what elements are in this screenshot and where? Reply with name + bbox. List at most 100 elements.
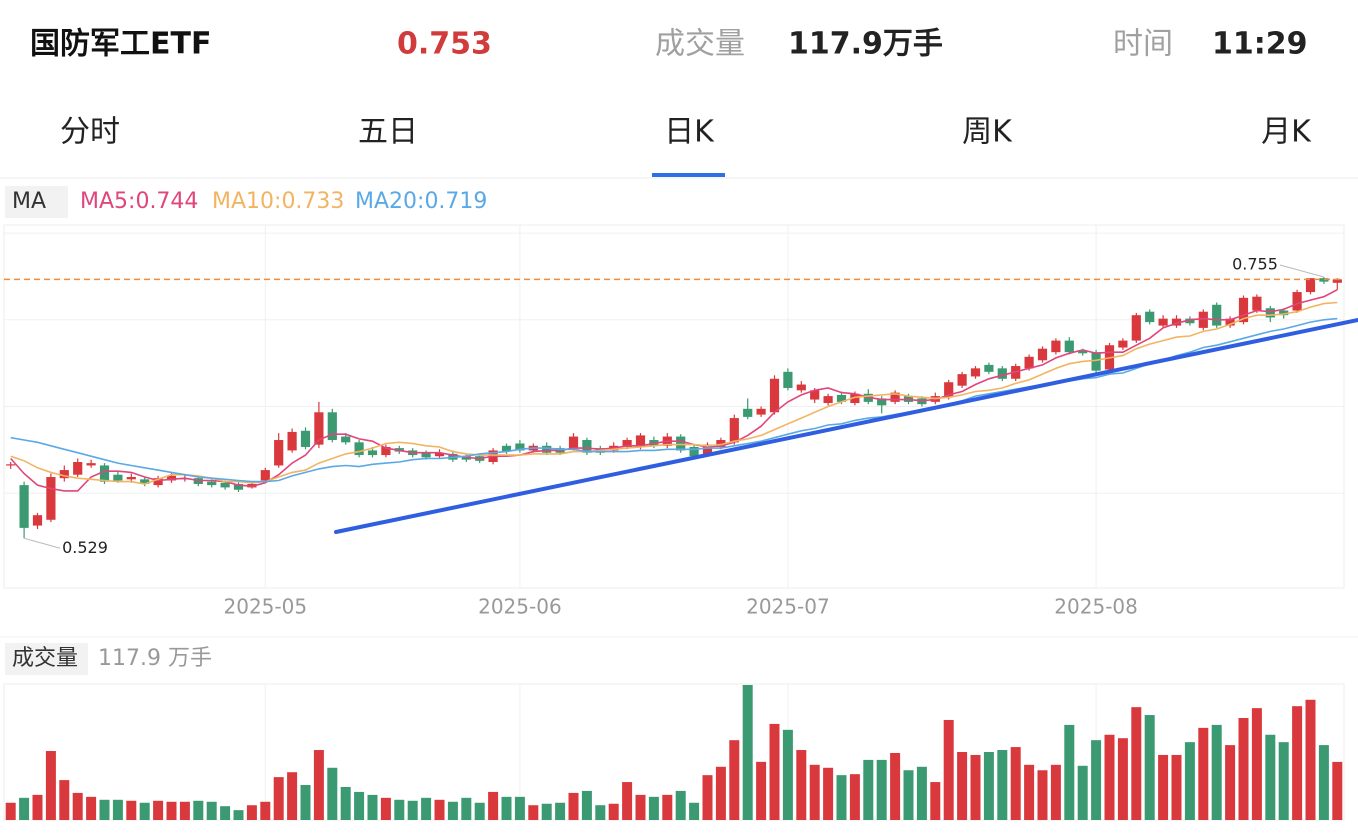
volume-bar xyxy=(903,770,914,820)
volume-bar xyxy=(608,803,619,820)
volume-bar xyxy=(1238,718,1249,820)
volume-bar xyxy=(45,751,56,820)
candle-body xyxy=(1064,340,1074,353)
volume-bar xyxy=(139,802,150,820)
volume-bar xyxy=(166,801,177,820)
candle-body xyxy=(635,435,646,447)
tab[interactable]: 日K xyxy=(664,115,715,150)
volume-bar xyxy=(112,799,123,820)
volume-bar xyxy=(756,761,767,820)
volume-bar xyxy=(595,805,606,820)
volume-bar xyxy=(970,754,981,820)
volume-bar xyxy=(300,785,311,820)
volume-bar xyxy=(863,759,874,820)
candle-body xyxy=(274,440,284,466)
volume-bar xyxy=(1318,745,1329,820)
candle-body xyxy=(19,485,29,528)
candle-body xyxy=(1319,278,1329,282)
candle-body xyxy=(1145,311,1155,323)
volume-bar xyxy=(635,794,646,820)
ma-line xyxy=(10,301,1338,485)
legend-item: MA10:0.733 xyxy=(212,189,344,214)
volume-bar xyxy=(1050,764,1061,820)
candle-body xyxy=(421,452,431,458)
candle-body xyxy=(702,444,713,454)
annotation-leader xyxy=(23,537,61,549)
volume-bar xyxy=(823,767,834,820)
volume-bar xyxy=(957,752,968,820)
candle-body xyxy=(1185,318,1195,324)
volume-title: 成交量 xyxy=(12,646,78,671)
volume-bar xyxy=(729,740,740,820)
volume-bar xyxy=(1010,747,1021,820)
tab[interactable]: 五日 xyxy=(358,115,418,150)
candle-body xyxy=(501,445,512,452)
volume-bar xyxy=(1251,708,1262,820)
trend-line xyxy=(334,318,1358,534)
candle-body xyxy=(140,479,150,484)
volume-bar xyxy=(1184,742,1195,820)
candle-body xyxy=(1118,340,1128,348)
candle-body xyxy=(1198,311,1208,328)
time-value: 11:29 xyxy=(1212,27,1308,62)
candle-body xyxy=(810,390,820,400)
tab[interactable]: 月K xyxy=(1261,115,1312,150)
candle-body xyxy=(1212,304,1222,326)
volume-bar xyxy=(19,797,30,820)
volume-bar xyxy=(1131,707,1142,820)
volume-bar xyxy=(916,766,927,820)
volume-frame xyxy=(3,683,1345,821)
volume-bar xyxy=(528,805,539,820)
volume-bar xyxy=(233,810,244,820)
legend-item: MA5:0.744 xyxy=(80,189,198,214)
volume-bar xyxy=(421,797,432,820)
volume-bar xyxy=(1158,754,1169,820)
candle-body xyxy=(756,408,766,415)
candle-body xyxy=(1078,351,1088,354)
volume-title-box xyxy=(5,643,88,675)
volume-bar xyxy=(769,723,780,820)
volume-bar xyxy=(193,800,204,820)
volume-bar xyxy=(876,759,887,820)
tab[interactable]: 周K xyxy=(962,115,1013,150)
volume-bar xyxy=(1144,715,1155,820)
price: 0.753 xyxy=(397,27,492,62)
ma-line xyxy=(10,317,1338,483)
candle-body xyxy=(1265,308,1275,318)
volume-bar xyxy=(715,766,726,820)
annotation-label: 0.529 xyxy=(62,538,108,557)
candle-body xyxy=(1051,340,1061,353)
candle-body xyxy=(1252,296,1262,311)
volume-bar xyxy=(461,797,472,820)
candle-body xyxy=(1292,292,1302,311)
x-tick-label: 2025-07 xyxy=(746,595,830,619)
volume-bar xyxy=(367,794,378,820)
candle-body xyxy=(6,464,16,466)
volume-bar xyxy=(648,796,659,820)
volume-bar xyxy=(943,719,954,820)
x-tick-label: 2025-08 xyxy=(1054,595,1138,619)
volume-bar xyxy=(126,800,137,820)
volume-subtitle: 117.9 万手 xyxy=(98,646,212,671)
volume-bar xyxy=(983,752,994,820)
legend-title: MA xyxy=(12,189,46,214)
candle-body xyxy=(997,368,1007,379)
volume-bar xyxy=(179,801,190,820)
candle-body xyxy=(73,461,83,475)
candle-body xyxy=(1131,315,1141,341)
volume-bar xyxy=(581,790,592,820)
legend-box xyxy=(5,186,68,218)
plot-layer: MA5:0.744 MA10:0.733 MA20:0.719 2025-05 2025… xyxy=(4,173,1344,820)
volume-bar xyxy=(1292,706,1303,820)
time-label: 时间 xyxy=(1113,27,1173,62)
volume-bar xyxy=(447,801,458,820)
tab[interactable]: 分时 xyxy=(60,115,120,150)
candle-body xyxy=(46,477,56,520)
volume-bar xyxy=(86,796,97,820)
volume-bar xyxy=(1171,754,1182,820)
candle-body xyxy=(582,440,592,453)
candle-body xyxy=(743,408,753,417)
candle-body xyxy=(769,378,780,413)
candle-body xyxy=(381,446,391,456)
